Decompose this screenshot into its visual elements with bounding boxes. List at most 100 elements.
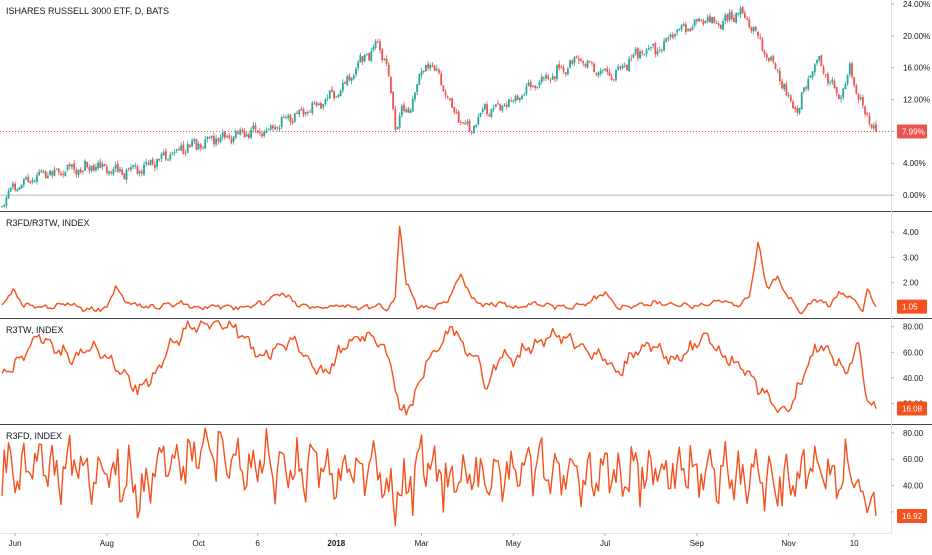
- y-tick-label: 2.00: [903, 279, 919, 288]
- candle-body: [615, 70, 617, 80]
- candle-body: [726, 14, 729, 21]
- candle-body: [88, 167, 91, 171]
- candle-body: [5, 197, 8, 206]
- candle-body: [145, 161, 148, 165]
- candle-body: [40, 170, 43, 173]
- candle-body: [409, 110, 412, 114]
- candle-body: [86, 162, 89, 168]
- candle-body: [453, 106, 456, 113]
- candle-body: [807, 78, 810, 90]
- candle-body: [693, 19, 696, 26]
- candle-body: [221, 132, 224, 138]
- candle-body: [269, 125, 272, 130]
- candle-body: [789, 95, 792, 102]
- candle-body: [722, 21, 724, 30]
- candle-body: [442, 85, 445, 92]
- candle-body: [149, 159, 152, 165]
- candle-body: [3, 204, 6, 207]
- candle-body: [831, 79, 834, 82]
- candle-body: [156, 159, 159, 167]
- candle-body: [71, 164, 73, 168]
- candle-body: [57, 168, 60, 173]
- candle-body: [64, 171, 67, 177]
- candle-body: [232, 136, 235, 142]
- candle-body: [53, 169, 56, 176]
- candle-body: [853, 77, 856, 86]
- candle-body: [215, 138, 218, 145]
- candle-body: [265, 130, 268, 133]
- candle-body: [245, 134, 248, 137]
- candle-body: [346, 76, 349, 85]
- candle-body: [772, 56, 775, 63]
- candle-body: [827, 73, 829, 84]
- candle-body: [169, 154, 172, 160]
- candle-body: [475, 124, 478, 127]
- candle-body: [267, 128, 270, 130]
- candle-body: [462, 122, 464, 124]
- candle-body: [647, 48, 650, 50]
- candle-body: [237, 131, 239, 134]
- candle-body: [486, 104, 488, 114]
- candle-body: [713, 16, 716, 23]
- candle-body: [730, 11, 733, 20]
- candle-body: [680, 25, 683, 30]
- candle-body: [724, 15, 727, 21]
- candle-body: [508, 99, 510, 107]
- candle-body: [51, 171, 54, 176]
- candle-body: [219, 137, 222, 143]
- candle-body: [505, 104, 508, 107]
- candle-body: [12, 183, 14, 188]
- candle-body: [595, 72, 598, 75]
- series-line: [1, 427, 877, 527]
- candle-body: [733, 17, 735, 22]
- candle-body: [44, 170, 47, 179]
- candle-body: [527, 82, 530, 87]
- candle-body: [186, 144, 189, 153]
- candle-body: [36, 175, 38, 182]
- candle-body: [110, 171, 113, 174]
- candle-body: [14, 183, 17, 191]
- candle-body: [859, 97, 862, 100]
- last-value-badge: [897, 299, 927, 314]
- candle-body: [634, 48, 637, 55]
- candle-body: [529, 81, 532, 88]
- candle-body: [274, 127, 277, 130]
- candle-body: [569, 60, 571, 68]
- candle-body: [558, 64, 561, 69]
- y-tick-label: 12.00%: [903, 96, 930, 105]
- candle-body: [210, 135, 213, 138]
- candle-body: [223, 131, 226, 138]
- series-line: [1, 225, 877, 315]
- last-value-badge: [897, 124, 927, 139]
- candle-body: [597, 72, 600, 76]
- candle-body: [420, 71, 423, 76]
- candle-body: [606, 68, 609, 73]
- candle-body: [792, 101, 794, 109]
- candle-body: [90, 165, 93, 171]
- candle-body: [564, 72, 567, 75]
- candle-body: [783, 83, 786, 89]
- candle-body: [470, 131, 473, 133]
- candle-body: [455, 112, 458, 114]
- candle-body: [143, 164, 145, 175]
- candle-body: [512, 100, 515, 102]
- candle-body: [173, 151, 176, 153]
- candle-body: [658, 49, 661, 51]
- candle-body: [125, 169, 128, 180]
- candle-body: [390, 77, 392, 94]
- candle-body: [195, 139, 198, 150]
- candle-body: [645, 49, 648, 54]
- candle-body: [287, 115, 290, 118]
- candle-body: [282, 116, 285, 118]
- time-label: 2018: [327, 539, 345, 548]
- candle-body: [293, 113, 296, 123]
- candle-body: [121, 169, 124, 175]
- y-tick-label: 60.00: [903, 455, 924, 464]
- candle-body: [833, 81, 836, 89]
- candle-body: [840, 97, 842, 99]
- candle-body: [468, 120, 471, 131]
- candle-body: [315, 102, 318, 106]
- candle-body: [27, 176, 30, 183]
- candle-body: [411, 99, 414, 112]
- candle-body: [307, 112, 309, 114]
